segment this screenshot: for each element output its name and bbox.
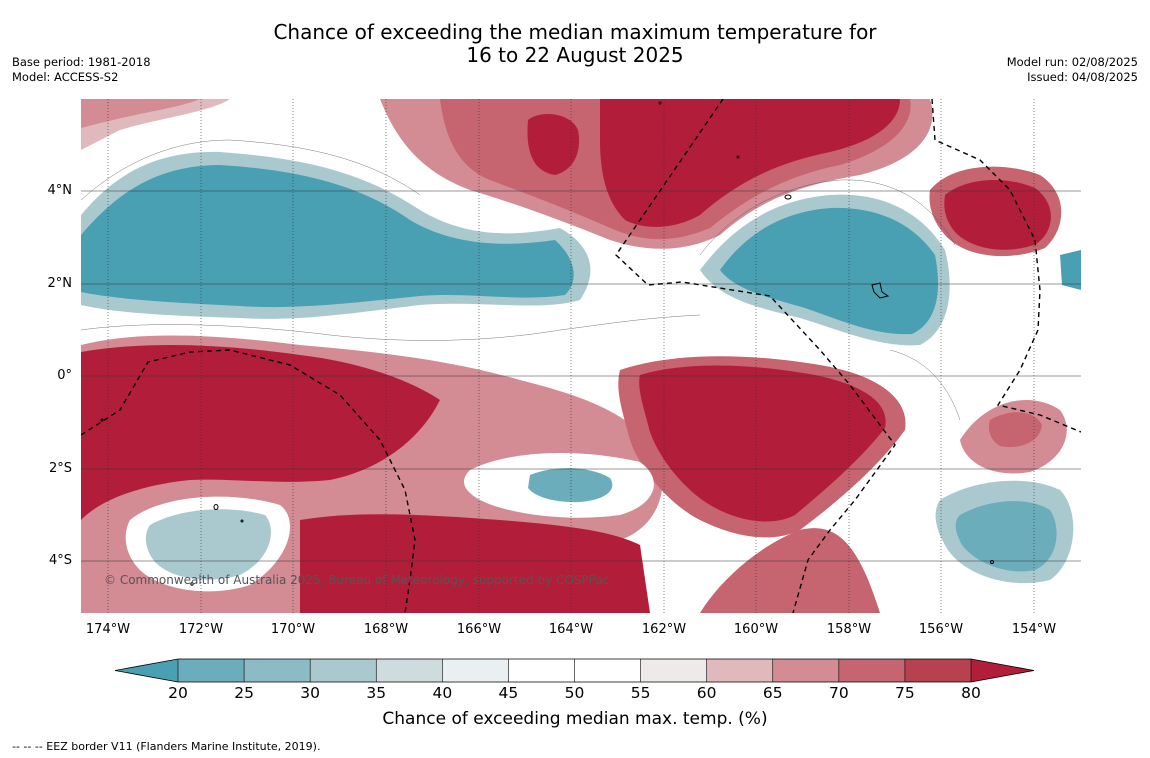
field-cool-se-core	[955, 501, 1057, 572]
lon-label-158W: 158°W	[826, 622, 872, 637]
colorbar-tick-label: 45	[498, 684, 519, 702]
field-pink-topleft-inner	[81, 99, 200, 128]
field-warm-north-blob	[527, 114, 580, 175]
field-warm-south-core	[300, 514, 650, 613]
field-warm-ne-core	[944, 179, 1051, 250]
contour-line	[81, 314, 701, 341]
colorbar-tick-label: 35	[366, 684, 387, 702]
island	[990, 560, 994, 564]
colorbar-tick-label: 55	[630, 684, 651, 702]
island	[190, 582, 194, 586]
colorbar-segment	[706, 659, 774, 682]
colorbar-segment	[508, 659, 575, 682]
colorbar-arrow-high	[971, 659, 1034, 682]
lon-label-166W: 166°W	[456, 622, 502, 637]
lat-label-4N: 4°N	[47, 183, 73, 198]
map-title-line2: 16 to 22 August 2025	[466, 43, 684, 67]
field-warm-central-core	[639, 365, 886, 522]
colorbar-segment	[904, 659, 972, 682]
graticule	[81, 190, 1081, 562]
lon-label-162W: 162°W	[641, 622, 687, 637]
lat-label-4S: 4°S	[48, 553, 72, 568]
issued-text: Issued: 04/08/2025	[1027, 70, 1138, 84]
colorbar-tick-label: 80	[961, 684, 981, 702]
lat-label-2S: 2°S	[48, 461, 72, 476]
contour-line	[699, 179, 956, 256]
eez-footnote: -- -- -- EEZ border V11 (Flanders Marine…	[12, 740, 321, 753]
eez-borders	[81, 99, 1081, 613]
island	[658, 101, 662, 105]
colorbar-segment	[772, 659, 840, 682]
lat-label-2N: 2°N	[47, 276, 73, 291]
colorbar-segment	[442, 659, 509, 682]
colorbar-tick-label: 70	[828, 684, 849, 702]
island-kiritimati	[871, 282, 890, 299]
islands	[100, 101, 994, 586]
field-cool-south-central-core	[528, 468, 613, 503]
map-title-line1: Chance of exceeding the median maximum t…	[273, 20, 877, 44]
colorbar-arrow-low	[115, 659, 178, 682]
island	[736, 155, 740, 159]
colorbar-tick-label: 75	[895, 684, 915, 702]
copyright-text: © Commonwealth of Australia 2025, Bureau…	[104, 573, 610, 587]
colorbar	[114, 658, 1035, 683]
lon-label-164W: 164°W	[548, 622, 594, 637]
field-cool-band-west-core	[81, 165, 574, 308]
colorbar-segment	[574, 659, 642, 682]
model-text: Model: ACCESS-S2	[12, 70, 119, 84]
probability-field	[81, 99, 1081, 613]
colorbar-segment	[310, 659, 377, 682]
island	[213, 504, 219, 510]
field-cool-east-edge	[1060, 250, 1081, 290]
eez-border-east	[931, 99, 1081, 433]
lon-label-172W: 172°W	[178, 622, 224, 637]
field-warm-east-core	[988, 412, 1042, 448]
colorbar-tick-label: 25	[234, 684, 254, 702]
island	[100, 418, 104, 422]
lat-label-equator: 0°	[57, 368, 72, 383]
lon-label-168W: 168°W	[363, 622, 409, 637]
colorbar-segment	[640, 659, 708, 682]
base-period-text: Base period: 1981-2018	[12, 55, 151, 69]
island	[784, 194, 792, 200]
field-warm-south-east	[700, 528, 880, 613]
colorbar-tick-label: 50	[564, 684, 585, 702]
colorbar-tick-label: 65	[762, 684, 783, 702]
lon-label-170W: 170°W	[270, 622, 316, 637]
eez-border-kiribati-line	[615, 99, 896, 613]
colorbar-tick-label: 40	[432, 684, 453, 702]
eez-border-west	[81, 349, 416, 613]
colorbar-tick-label: 20	[168, 684, 188, 702]
colorbar-title: Chance of exceeding median max. temp. (%…	[382, 709, 768, 729]
field-cool-band-east-core	[720, 207, 939, 335]
field-cool-sw-core	[145, 509, 272, 580]
colorbar-tick-label: 60	[696, 684, 717, 702]
colorbar-segment	[244, 659, 311, 682]
model-run-text: Model run: 02/08/2025	[1006, 55, 1138, 69]
island	[240, 519, 244, 523]
colorbar-segment	[838, 659, 906, 682]
lon-label-154W: 154°W	[1011, 622, 1057, 637]
lon-label-156W: 156°W	[918, 622, 964, 637]
colorbar-outline	[114, 658, 1035, 683]
lon-label-160W: 160°W	[733, 622, 779, 637]
field-warm-southwest-core	[81, 344, 440, 520]
field-warm-north-core	[600, 99, 900, 227]
lon-label-174W: 174°W	[85, 622, 131, 637]
colorbar-segment	[376, 659, 443, 682]
colorbar-tick-label: 30	[300, 684, 321, 702]
colorbar-segment	[178, 659, 245, 682]
